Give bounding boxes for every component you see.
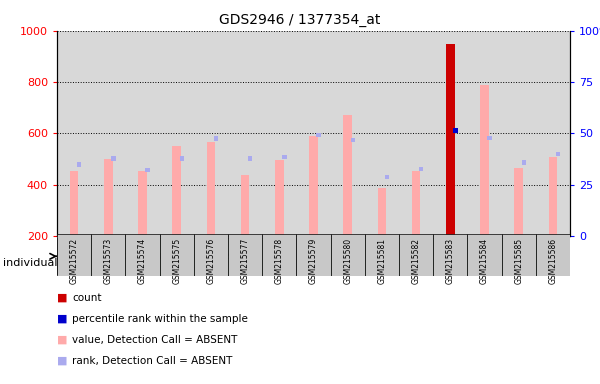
- Bar: [316, 132, 321, 137]
- Bar: [125, 234, 160, 276]
- Text: GSM215586: GSM215586: [548, 238, 557, 284]
- Text: GSM215583: GSM215583: [446, 238, 455, 284]
- Bar: [179, 156, 184, 161]
- Bar: [412, 171, 421, 236]
- Bar: [365, 234, 399, 276]
- Bar: [296, 238, 570, 275]
- Bar: [104, 159, 113, 236]
- Text: rank, Detection Call = ABSENT: rank, Detection Call = ABSENT: [72, 356, 232, 366]
- Text: GSM215572: GSM215572: [70, 238, 79, 284]
- Bar: [77, 162, 82, 167]
- Bar: [275, 160, 284, 236]
- Bar: [377, 188, 386, 236]
- Text: GSM215575: GSM215575: [172, 238, 181, 284]
- Text: GSM215585: GSM215585: [514, 238, 523, 284]
- Text: GSM215579: GSM215579: [309, 238, 318, 284]
- Bar: [214, 136, 218, 141]
- Text: GSM215577: GSM215577: [241, 238, 250, 284]
- Bar: [343, 115, 352, 236]
- Bar: [57, 238, 296, 275]
- Text: GSM215580: GSM215580: [343, 238, 352, 284]
- Bar: [57, 234, 91, 276]
- Bar: [160, 234, 194, 276]
- Text: percentile rank within the sample: percentile rank within the sample: [72, 314, 248, 324]
- Text: control: control: [414, 251, 452, 262]
- Text: GDS2946 / 1377354_at: GDS2946 / 1377354_at: [220, 13, 380, 27]
- Text: ■: ■: [57, 335, 67, 345]
- Bar: [228, 234, 262, 276]
- Bar: [172, 146, 181, 236]
- Bar: [91, 234, 125, 276]
- Text: GSM215582: GSM215582: [412, 238, 421, 284]
- Bar: [350, 137, 355, 142]
- Bar: [521, 160, 526, 165]
- Bar: [419, 167, 424, 171]
- Bar: [480, 85, 489, 236]
- Bar: [70, 171, 79, 236]
- Bar: [399, 234, 433, 276]
- Bar: [206, 142, 215, 236]
- Bar: [111, 156, 116, 161]
- Text: GSM215574: GSM215574: [138, 238, 147, 284]
- Text: value, Detection Call = ABSENT: value, Detection Call = ABSENT: [72, 335, 238, 345]
- Bar: [248, 156, 253, 161]
- Bar: [331, 234, 365, 276]
- Bar: [487, 136, 492, 141]
- Bar: [467, 234, 502, 276]
- Text: GSM215581: GSM215581: [377, 238, 386, 284]
- Text: ■: ■: [57, 314, 67, 324]
- Bar: [241, 174, 250, 236]
- Bar: [262, 234, 296, 276]
- Text: GSM215584: GSM215584: [480, 238, 489, 284]
- Text: GSM215576: GSM215576: [206, 238, 215, 284]
- Bar: [536, 234, 570, 276]
- Text: GSM215573: GSM215573: [104, 238, 113, 284]
- Bar: [502, 234, 536, 276]
- Bar: [453, 128, 458, 132]
- Text: individual: individual: [3, 258, 58, 268]
- Bar: [556, 152, 560, 156]
- Text: count: count: [72, 293, 101, 303]
- Bar: [309, 136, 318, 236]
- Bar: [385, 175, 389, 179]
- Text: ■: ■: [57, 293, 67, 303]
- Text: ■: ■: [57, 356, 67, 366]
- Bar: [282, 155, 287, 159]
- Bar: [194, 234, 228, 276]
- Bar: [433, 234, 467, 276]
- Bar: [446, 44, 455, 236]
- Bar: [514, 168, 523, 236]
- Bar: [145, 168, 150, 172]
- Text: diet-induced obese: diet-induced obese: [123, 251, 230, 262]
- Bar: [548, 157, 557, 236]
- Text: GSM215578: GSM215578: [275, 238, 284, 284]
- Bar: [453, 128, 458, 132]
- Bar: [296, 234, 331, 276]
- Bar: [138, 170, 147, 236]
